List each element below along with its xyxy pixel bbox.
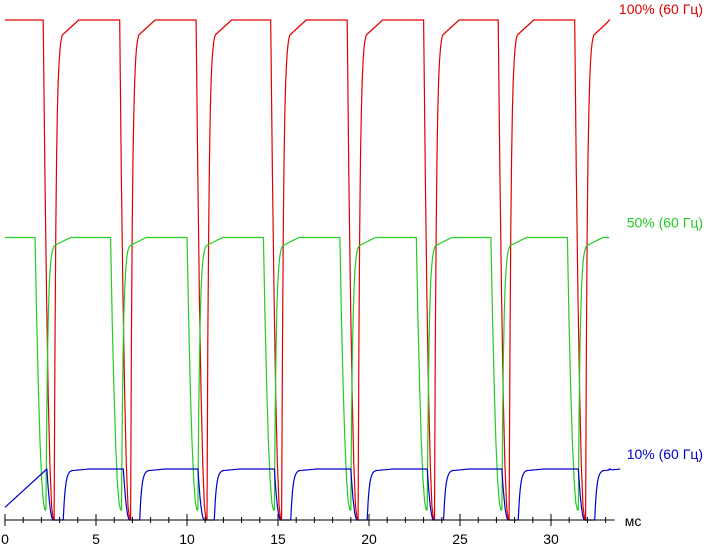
series-line-2 — [5, 236, 610, 511]
series-label-1: 100% (60 Гц) — [619, 1, 703, 17]
x-tick-label: 20 — [361, 531, 377, 547]
x-tick-layer: 0 5 10 15 20 25 30 — [1, 514, 607, 547]
series-label-layer: 100% (60 Гц) 50% (60 Гц) 10% (60 Гц) — [619, 1, 703, 462]
series-label-3: 10% (60 Гц) — [627, 446, 703, 462]
series-line-1 — [5, 19, 611, 521]
x-tick-label: 15 — [270, 531, 286, 547]
series-layer — [4, 19, 621, 521]
series-line-3 — [4, 468, 621, 521]
x-tick-label: 25 — [452, 531, 468, 547]
x-axis-label: мс — [625, 513, 642, 529]
series-label-2: 50% (60 Гц) — [627, 215, 703, 231]
x-tick-label: 10 — [179, 531, 195, 547]
x-tick-label: 0 — [1, 531, 9, 547]
x-tick-label: 5 — [92, 531, 100, 547]
x-tick-label: 30 — [543, 531, 559, 547]
